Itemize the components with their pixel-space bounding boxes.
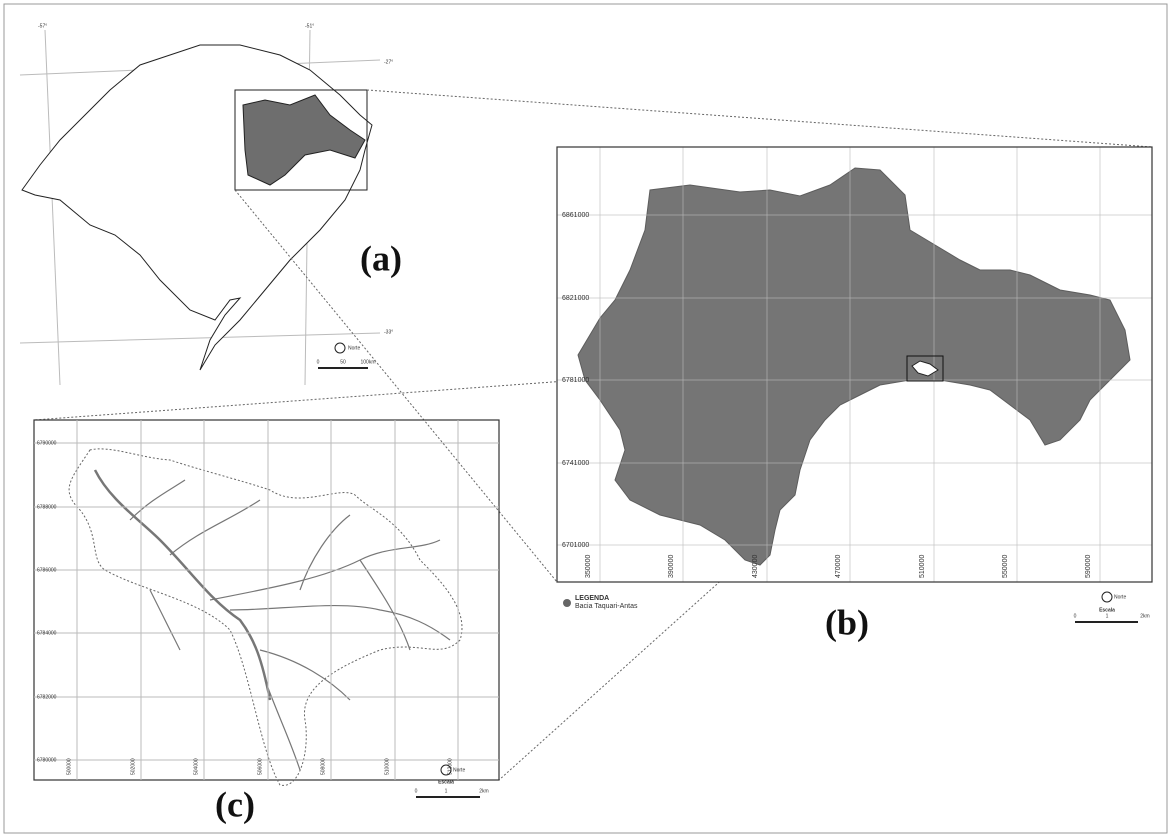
- river: [169, 499, 261, 556]
- scale-label: 0: [317, 359, 320, 365]
- river: [209, 539, 441, 601]
- graticule-line: [44, 29, 61, 386]
- scale-label: 1: [1106, 613, 1109, 619]
- x-coordinate-label: 500000: [66, 758, 72, 775]
- river: [149, 589, 181, 651]
- main-river: [93, 469, 272, 701]
- scale-label: 50: [340, 359, 346, 365]
- north-label: Norte: [348, 345, 360, 351]
- scale-label: 0: [415, 788, 418, 794]
- river: [299, 514, 351, 591]
- legend-title: LEGENDA: [575, 595, 609, 602]
- x-coordinate-label: 510000: [384, 758, 390, 775]
- state-outline: [21, 44, 373, 371]
- x-coordinate-label: 502000: [130, 758, 136, 775]
- y-coordinate-label: 6784000: [37, 630, 57, 636]
- scale-title: Escala: [438, 779, 454, 785]
- north-label: Norte: [453, 767, 465, 773]
- north-label: Norte: [1114, 594, 1126, 600]
- graticule-label: -57°: [38, 23, 47, 29]
- connector: [366, 89, 1153, 148]
- x-coordinate-label: 512000: [447, 758, 453, 775]
- connector: [498, 380, 944, 781]
- north-arrow: [334, 342, 346, 354]
- y-coordinate-label: 6780000: [37, 757, 57, 763]
- panel-b-frame: [556, 146, 1153, 583]
- graticule-label: -51°: [305, 23, 314, 29]
- x-coordinate-label: 510000: [919, 555, 926, 578]
- basin-shape: [242, 94, 366, 186]
- x-coordinate-label: 506000: [257, 758, 263, 775]
- x-coordinate-label: 508000: [320, 758, 326, 775]
- scale-label: 2km: [479, 788, 488, 794]
- y-coordinate-label: 6782000: [37, 694, 57, 700]
- graticule-line: [19, 332, 381, 344]
- x-coordinate-label: 430000: [752, 555, 759, 578]
- graticule-label: -33°: [384, 329, 393, 335]
- study-area-box: [906, 355, 944, 382]
- y-coordinate-label: 6861000: [562, 212, 589, 219]
- north-arrow: [1101, 591, 1113, 603]
- river: [264, 679, 301, 771]
- y-coordinate-label: 6788000: [37, 504, 57, 510]
- inset-box: [234, 89, 368, 191]
- y-coordinate-label: 6781000: [562, 377, 589, 384]
- panel-label: (c): [215, 784, 255, 824]
- scale-label: 0: [1074, 613, 1077, 619]
- river: [359, 559, 411, 651]
- x-coordinate-label: 470000: [835, 555, 842, 578]
- scale-label: 100km: [360, 359, 375, 365]
- north-arrow: [440, 764, 452, 776]
- scale-label: 1: [445, 788, 448, 794]
- catchment-boundary: [68, 448, 463, 786]
- river: [259, 649, 351, 701]
- basin-map: [577, 167, 1131, 566]
- y-coordinate-label: 6701000: [562, 542, 589, 549]
- y-coordinate-label: 6741000: [562, 460, 589, 467]
- panel-label: (b): [825, 602, 869, 642]
- y-coordinate-label: 6786000: [37, 567, 57, 573]
- scale-label: 2km: [1140, 613, 1149, 619]
- river: [129, 479, 186, 521]
- x-coordinate-label: 504000: [193, 758, 199, 775]
- river: [229, 604, 451, 641]
- y-coordinate-label: 6790000: [37, 440, 57, 446]
- connector: [234, 189, 558, 583]
- graticule-label: -27°: [384, 59, 393, 65]
- rivers: [93, 469, 451, 771]
- legend-item: Bacia Taquari-Antas: [575, 603, 638, 610]
- y-coordinate-label: 6821000: [562, 295, 589, 302]
- x-coordinate-label: 590000: [1085, 555, 1092, 578]
- study-area: [911, 360, 939, 377]
- scale-title: Escala: [1099, 607, 1115, 613]
- legend-symbol: [563, 599, 571, 607]
- x-coordinate-label: 390000: [668, 555, 675, 578]
- x-coordinate-label: 550000: [1002, 555, 1009, 578]
- panel-label: (a): [360, 238, 402, 278]
- panel-c-frame: [33, 419, 500, 781]
- x-coordinate-label: 350000: [585, 555, 592, 578]
- outer-frame: [3, 3, 1168, 834]
